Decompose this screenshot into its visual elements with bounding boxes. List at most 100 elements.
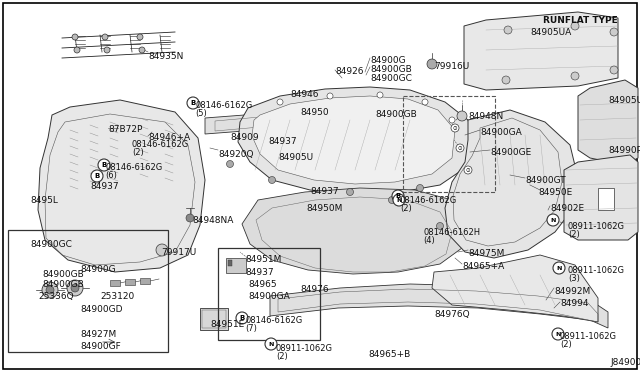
Circle shape [102,34,108,40]
Text: 84900GB: 84900GB [42,280,84,289]
Text: 84937: 84937 [310,187,339,196]
Polygon shape [242,188,468,274]
Text: N: N [268,341,274,346]
Text: B: B [101,162,107,168]
Text: 84900GB: 84900GB [375,110,417,119]
Circle shape [571,22,579,30]
Circle shape [42,282,58,298]
Text: 08911-1062G: 08911-1062G [568,222,625,231]
Text: B: B [396,193,401,199]
Text: 84965: 84965 [248,280,276,289]
Text: ⊙: ⊙ [452,125,458,131]
Bar [125,279,135,285]
Text: 08146-6162G: 08146-6162G [245,316,302,325]
Text: N: N [396,198,402,202]
Bar [140,278,150,284]
Text: 84909: 84909 [230,133,259,142]
Text: B: B [239,315,244,321]
Polygon shape [578,80,638,165]
Circle shape [393,194,405,206]
Text: 84994: 84994 [560,299,589,308]
Bar [202,310,226,328]
Circle shape [104,47,110,53]
Text: 84951E: 84951E [210,320,244,329]
Text: 08146-6162G: 08146-6162G [132,140,189,149]
Circle shape [388,196,396,203]
Text: (6): (6) [105,171,117,180]
Polygon shape [564,155,638,240]
Text: 25336Q: 25336Q [38,292,74,301]
Text: 08146-6162G: 08146-6162G [400,196,457,205]
Text: 84900GT: 84900GT [525,176,566,185]
Text: 84975M: 84975M [468,249,504,258]
Text: ⊙: ⊙ [458,145,462,151]
Bar [403,96,495,192]
Circle shape [227,160,234,167]
Text: 84900GB: 84900GB [370,65,412,74]
Circle shape [427,59,437,69]
Circle shape [277,99,283,105]
Circle shape [139,47,145,53]
Text: 84900G: 84900G [80,265,116,274]
Polygon shape [270,284,608,328]
Circle shape [156,244,168,256]
Text: 84976Q: 84976Q [434,310,470,319]
Bar [8,230,168,352]
Circle shape [236,312,248,324]
Text: (2): (2) [400,204,412,213]
Text: 84900GC: 84900GC [370,74,412,83]
Polygon shape [238,87,475,194]
Circle shape [547,214,559,226]
Bar [226,258,246,273]
Text: 08911-1062G: 08911-1062G [276,344,333,353]
Bar [200,308,228,330]
Text: 84937: 84937 [90,182,118,191]
Polygon shape [38,100,205,272]
Polygon shape [252,96,455,184]
Text: 253120: 253120 [100,292,134,301]
Text: 84965+B: 84965+B [368,350,410,359]
Text: 84905UB: 84905UB [608,96,640,105]
Text: 84937: 84937 [245,268,274,277]
Circle shape [422,99,428,105]
Text: 84900GA: 84900GA [248,292,290,301]
Text: 84900G: 84900G [370,56,406,65]
Text: 84937: 84937 [268,137,296,146]
Circle shape [91,170,103,182]
Text: 79917U: 79917U [161,248,196,257]
Text: (2): (2) [276,352,288,361]
Circle shape [269,176,275,183]
Text: 87B72P: 87B72P [108,125,142,134]
Text: 84990P: 84990P [608,146,640,155]
Circle shape [464,166,472,174]
Bar [110,280,120,286]
Text: 84900GA: 84900GA [480,128,522,137]
Polygon shape [205,110,395,134]
Circle shape [571,72,579,80]
Text: 84900GF: 84900GF [80,342,121,351]
Circle shape [451,124,459,132]
Circle shape [265,338,277,350]
Text: 84976: 84976 [300,285,328,294]
Text: (2): (2) [568,230,580,239]
Text: 84951M: 84951M [245,255,282,264]
Text: 84950: 84950 [300,108,328,117]
Text: ⊙: ⊙ [466,167,470,173]
Circle shape [187,97,199,109]
Text: 84950M: 84950M [306,204,342,213]
Text: (7): (7) [245,324,257,333]
Circle shape [346,189,353,196]
Text: 84935N: 84935N [148,52,184,61]
Text: 84927M: 84927M [80,330,116,339]
Text: 84948NA: 84948NA [192,216,234,225]
Text: 84992M: 84992M [554,287,590,296]
Circle shape [46,286,54,294]
Circle shape [436,222,444,230]
Text: 84900GD: 84900GD [80,305,122,314]
Text: 08911-1062G: 08911-1062G [568,266,625,275]
Text: 84965+A: 84965+A [462,262,504,271]
Text: 84905UA: 84905UA [530,28,572,37]
Polygon shape [464,12,618,90]
Text: RUNFLAT TYPE: RUNFLAT TYPE [543,16,618,25]
Text: J84900BW: J84900BW [610,358,640,367]
